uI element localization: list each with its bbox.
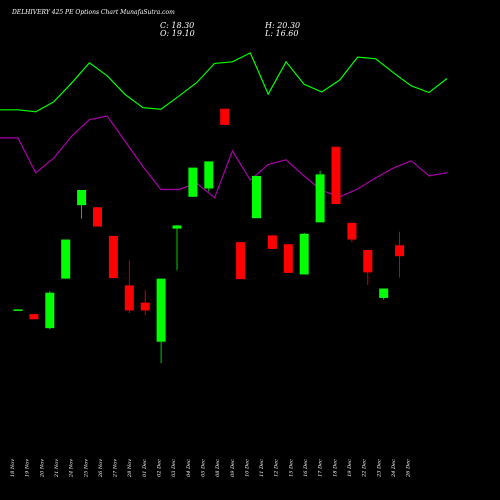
candle [172,224,182,271]
x-tick-label: 18 Dec [332,459,338,477]
candle [283,244,293,273]
x-tick-label: 08 Dec [215,459,221,477]
candle-body [204,161,214,189]
candle [124,260,134,314]
candle [140,290,150,316]
x-tick-label: 09 Dec [230,459,236,477]
candle-body [29,314,39,320]
x-tick-label: 01 Dec [142,459,148,477]
x-tick-label: 28 Nov [127,459,133,478]
candle-body [188,167,198,197]
candle-body [220,108,230,125]
candle-body [156,278,166,342]
x-tick-label: 03 Dec [171,459,177,477]
candle-body [252,175,261,219]
candle-body [61,239,71,279]
candles [13,108,405,364]
candle [395,231,405,278]
x-tick-label: 27 Nov [113,459,119,478]
candle [61,239,71,279]
x-tick-label: 15 Dec [288,459,294,477]
low-readout: L: 16.60 [264,29,298,38]
candle [331,146,341,205]
candle-body [331,146,341,205]
x-tick-label: 19 Nov [25,459,31,477]
candle-body [347,222,357,240]
candle-body [299,233,309,275]
candle [220,108,230,125]
candle [156,278,166,364]
candle [108,235,118,279]
candle [93,207,102,227]
x-tick-label: 26 Nov [98,459,104,478]
candle [236,242,246,280]
indicator-line-purple [0,115,448,199]
high-readout: H: 20.30 [264,21,300,30]
candle [29,314,39,320]
candle [347,222,357,243]
open-readout: O: 19.10 [160,29,195,38]
candle-body [267,235,277,249]
x-tick-label: 19 Dec [347,459,353,477]
x-tick-label: 18 Nov [10,459,16,477]
candle [267,235,277,249]
x-tick-label: 25 Nov [83,459,89,478]
candle-body [363,249,373,273]
x-tick-label: 11 Dec [259,459,265,477]
candle [252,175,261,219]
x-tick-label: 26 Dec [406,459,412,478]
candle [363,249,373,285]
x-tick-label: 23 Dec [376,459,382,478]
close-readout: C: 18.30 [160,21,194,30]
x-tick-label: 16 Dec [303,459,309,477]
indicator-lines [0,52,448,199]
candle [299,232,309,275]
x-tick-label: 20 Nov [39,459,45,478]
x-tick-label: 04 Dec [186,459,192,477]
candle [13,309,23,311]
candle [315,170,325,223]
x-tick-label: 17 Dec [318,459,324,477]
x-axis-tick-labels: 18 Nov 19 Nov 20 Nov 21 Nov 24 Nov 25 Nov 26 N… [10,459,412,478]
candle-body [140,302,150,311]
candle [188,167,198,197]
x-tick-label: 02 Dec [157,459,163,477]
candle-body [395,245,405,257]
x-tick-label: 21 Nov [54,459,60,478]
candle-body [13,309,23,311]
candle-body [283,244,293,273]
candle-body [77,190,87,206]
candle-body [108,235,118,279]
candle-body [124,285,134,311]
candle-body [45,292,55,329]
candle-body [379,288,389,298]
x-tick-label: 10 Dec [244,459,250,477]
candle [45,291,55,330]
indicator-line-green [0,52,448,113]
candle-body [172,225,182,229]
candle [77,190,87,219]
candle [204,161,214,192]
candle-body [315,174,325,223]
x-tick-label: 05 Dec [200,459,206,477]
chart-title: DELHIVERY 425 PE Options Chart MunafaSut… [11,9,175,16]
x-tick-label: 12 Dec [274,459,280,477]
x-tick-label: 24 Nov [69,459,75,478]
candle-body [93,207,102,227]
candle-body [236,242,246,280]
candle [379,288,389,300]
x-tick-label: 22 Dec [362,459,368,478]
x-tick-label: 24 Dec [391,459,397,478]
